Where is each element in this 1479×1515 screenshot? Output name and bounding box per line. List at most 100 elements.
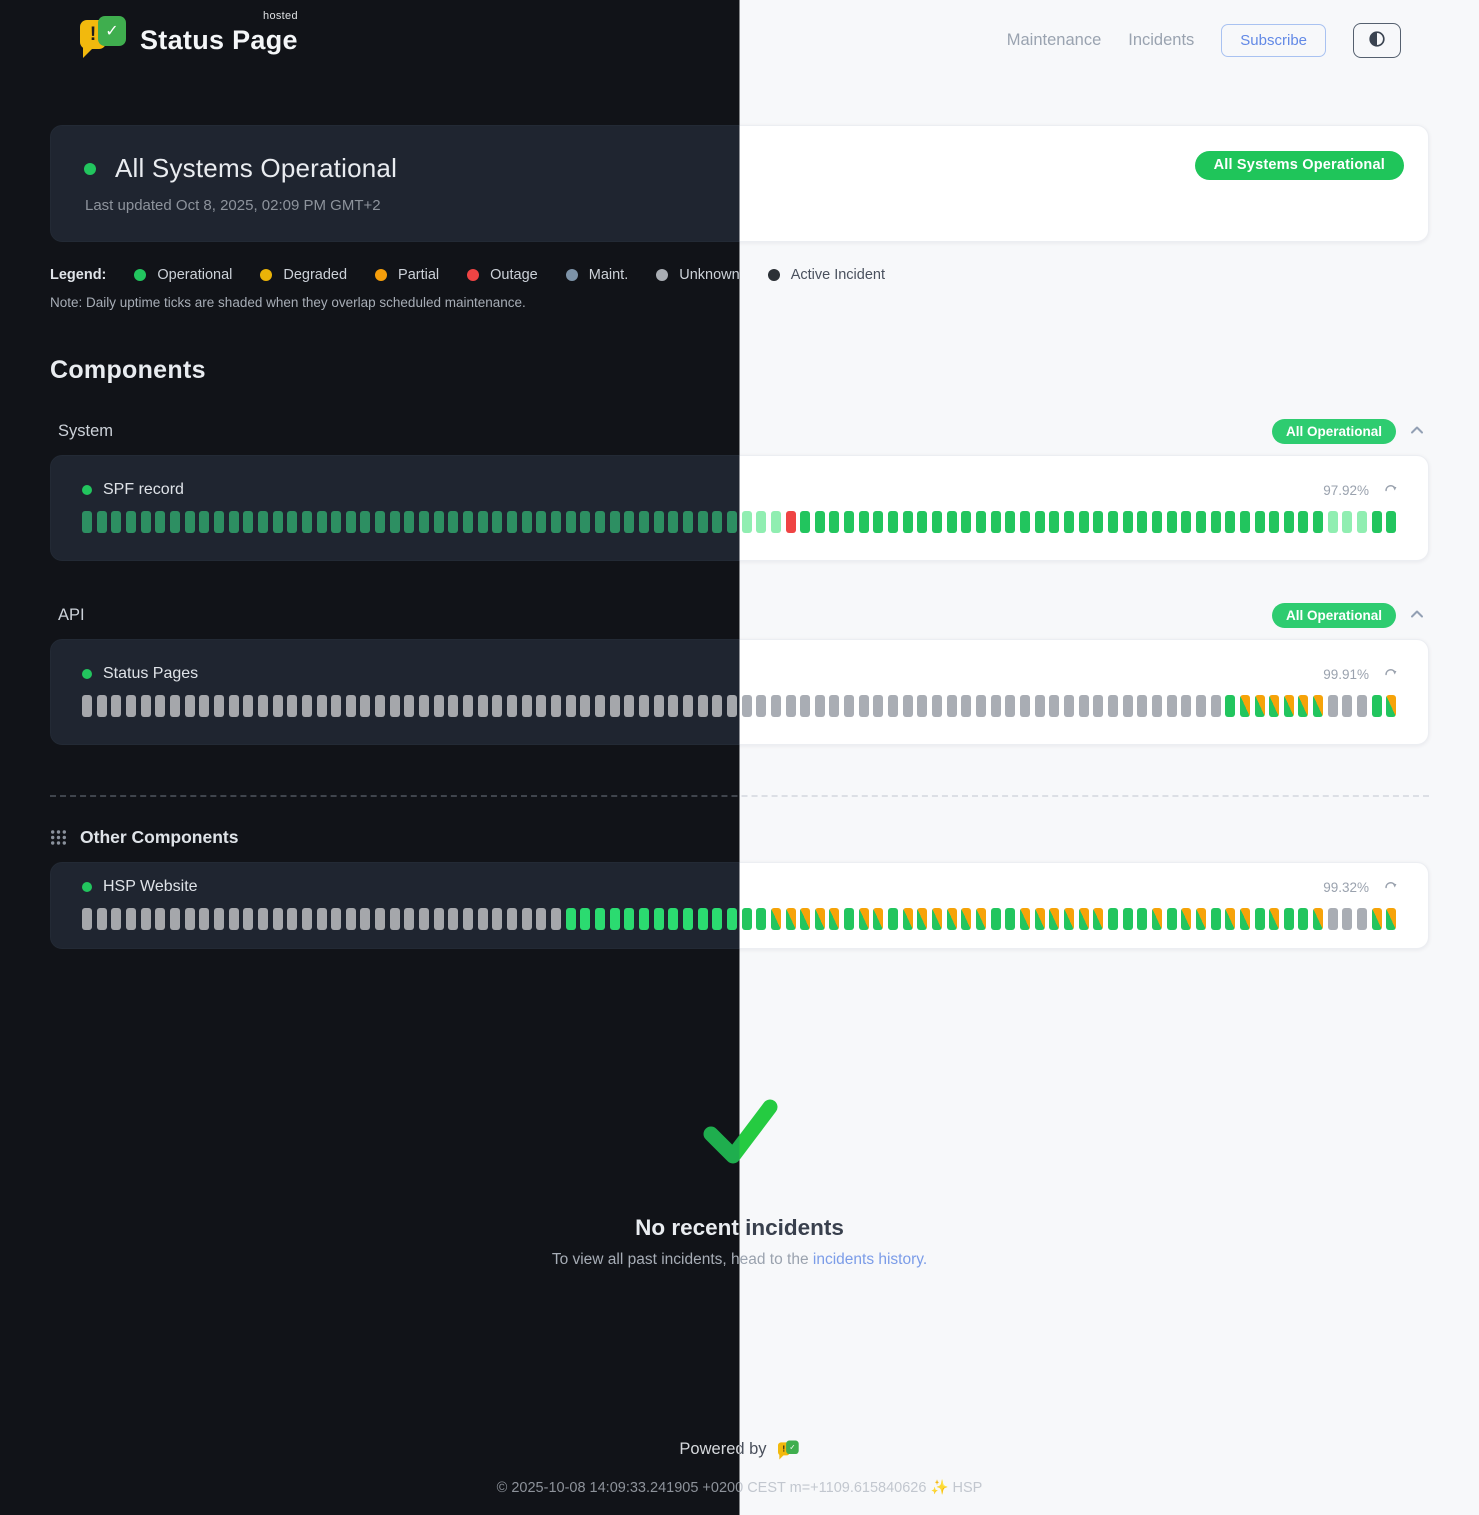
uptime-tick-unknown [844,695,855,717]
uptime-tick-operational [184,511,195,533]
uptime-tick-partial-operational [1313,695,1324,717]
uptime-tick-unknown [287,908,298,930]
refresh-button[interactable] [1384,482,1397,498]
uptime-tick-partial-operational [1225,908,1236,930]
uptime-tick-unknown [82,908,92,930]
uptime-tick-unknown [477,908,488,930]
uptime-ticks [82,908,740,930]
component-card: Status Pages 99.91% [50,639,740,745]
uptime-tick-unknown [316,695,327,717]
uptime-tick-maintenance-shaded [1342,511,1353,533]
uptime-tick-operational [1107,908,1118,930]
uptime-tick-unknown [155,908,166,930]
legend-item-active-incident: Active Incident [767,267,885,283]
uptime-tick-unknown [331,695,342,717]
uptime-tick-unknown [140,695,151,717]
uptime-tick-unknown [800,695,811,717]
uptime-tick-unknown [785,695,796,717]
uptime-tick-operational [1210,511,1221,533]
legend-item-unknown: Unknown [740,267,741,283]
uptime-tick-partial-operational [1063,908,1074,930]
refresh-button[interactable] [1384,879,1397,895]
legend-item-degraded: Degraded [260,267,347,283]
no-incidents-block: No recent incidents To view all past inc… [50,1097,740,1269]
dashed-divider [50,795,740,797]
refresh-button[interactable] [1384,666,1397,682]
uptime-tick-partial-operational [946,908,957,930]
uptime-tick-partial-operational [814,908,825,930]
uptime-tick-operational [140,511,151,533]
uptime-tick-operational [800,511,811,533]
uptime-ticks [740,695,1398,717]
uptime-tick-partial-operational [1195,908,1206,930]
uptime-tick-operational [419,511,430,533]
uptime-tick-unknown [770,695,781,717]
uptime-percentage: 97.92% [1323,482,1369,498]
other-components-header: Other Components [50,827,740,848]
uptime-tick-operational [624,908,635,930]
site-logo[interactable]: ! ✓ Status Page hosted [80,10,298,58]
uptime-tick-operational [814,511,825,533]
uptime-tick-operational [1371,511,1382,533]
uptime-tick-unknown [419,695,430,717]
uptime-tick-operational [507,511,518,533]
uptime-tick-unknown [712,695,723,717]
theme-toggle-button[interactable] [1353,23,1401,58]
status-page-logo-icon: ! ✓ [80,15,126,58]
uptime-tick-operational [565,908,576,930]
uptime-tick-unknown [389,908,400,930]
uptime-tick-operational [1093,511,1104,533]
no-incidents-message: To view all past incidents, head to the … [740,1251,1430,1269]
uptime-tick-operational [712,511,723,533]
uptime-tick-unknown [521,908,532,930]
top-nav: Maintenance Incidents Subscribe [1007,15,1401,58]
uptime-tick-operational [873,511,884,533]
uptime-tick-unknown [301,695,312,717]
uptime-tick-operational [580,511,591,533]
uptime-tick-operational [638,908,649,930]
degraded-dot [260,269,273,281]
uptime-tick-unknown [331,908,342,930]
uptime-tick-unknown [169,908,180,930]
uptime-tick-unknown [111,695,122,717]
uptime-tick-unknown [433,695,444,717]
uptime-tick-operational [243,511,254,533]
uptime-tick-unknown [1327,695,1338,717]
nav-maintenance-link[interactable]: Maintenance [1006,31,1102,49]
uptime-tick-operational [1063,511,1074,533]
subscribe-button[interactable]: Subscribe [1221,24,1326,57]
uptime-tick-operational [888,908,899,930]
overall-status-card: All Systems Operational Last updated Oct… [739,125,1429,242]
uptime-tick-operational [1298,908,1309,930]
collapse-section-button[interactable] [1409,422,1425,441]
status-page-logo-icon: ! ✓ [777,1440,799,1460]
uptime-tick-operational [551,511,561,533]
component-name: Status Pages [103,665,199,682]
uptime-tick-operational [1107,511,1118,533]
uptime-tick-operational [1137,511,1148,533]
uptime-tick-unknown [96,908,107,930]
uptime-tick-unknown [477,695,488,717]
uptime-tick-operational [1386,511,1397,533]
refresh-arrow-icon [1384,482,1397,498]
uptime-tick-unknown [946,695,957,717]
uptime-tick-operational [125,511,136,533]
nav-incidents-link[interactable]: Incidents [1128,31,1195,49]
uptime-tick-unknown [463,695,474,717]
incidents-history-link[interactable]: incidents history. [812,1251,928,1268]
uptime-tick-unknown [902,695,913,717]
uptime-tick-partial-operational [976,908,987,930]
uptime-tick-partial-operational [1313,908,1324,930]
uptime-tick-unknown [521,695,532,717]
uptime-tick-operational [932,511,943,533]
collapse-section-button[interactable] [1409,606,1425,625]
no-incidents-title: No recent incidents [740,1215,1430,1241]
legend-note: Note: Daily uptime ticks are shaded when… [50,295,526,310]
uptime-tick-unknown [96,695,107,717]
uptime-tick-unknown [257,908,268,930]
uptime-tick-unknown [814,695,825,717]
uptime-tick-unknown [1342,695,1353,717]
powered-by-logo-link[interactable]: ! ✓ [777,1439,800,1460]
uptime-tick-operational [1371,695,1382,717]
